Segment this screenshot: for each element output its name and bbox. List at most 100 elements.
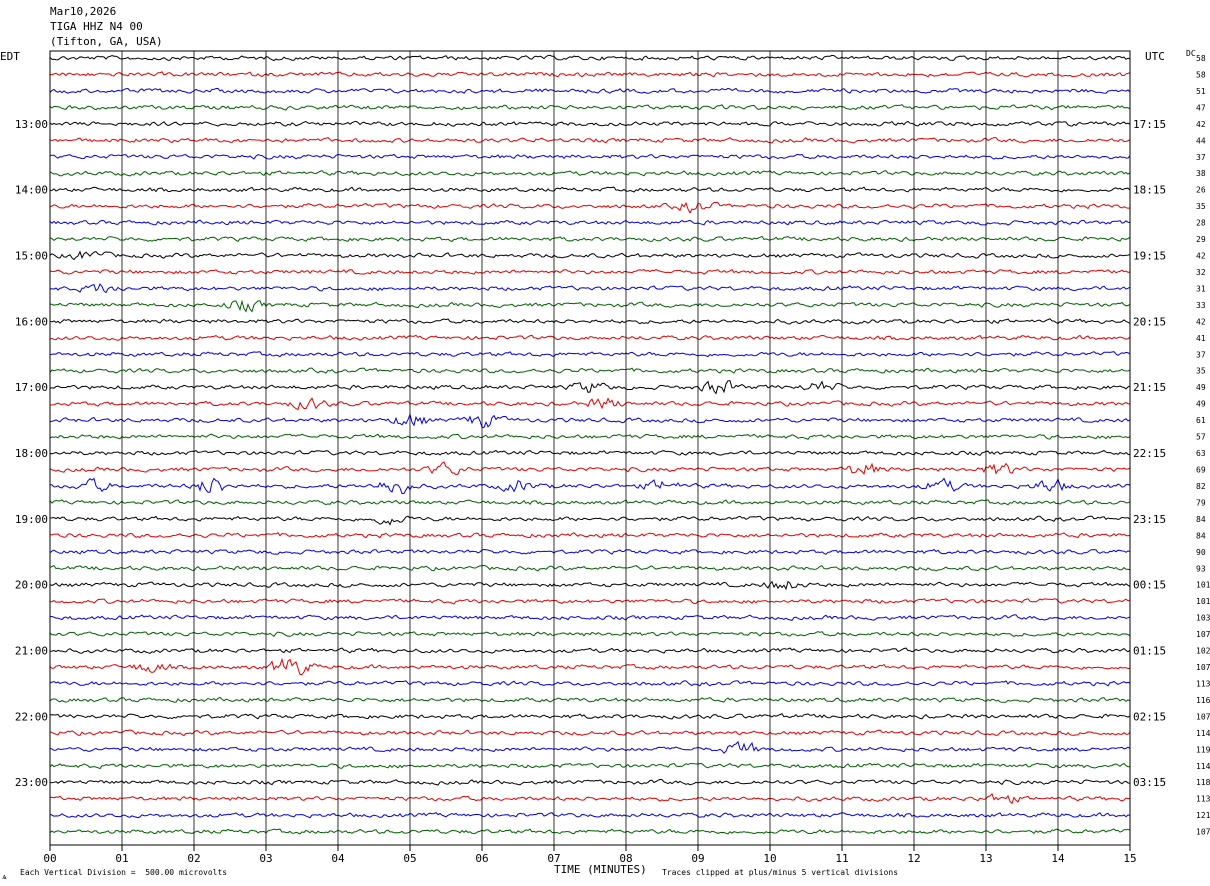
scale-note: Each Vertical Division = 500.00 microvol… xyxy=(20,868,228,877)
minute-tick-label: 14 xyxy=(1051,852,1065,865)
minute-tick-label: 08 xyxy=(619,852,632,865)
trace-line xyxy=(49,580,1131,591)
trace-line xyxy=(49,433,1131,441)
trace-line xyxy=(49,351,1131,358)
minute-tick-label: 05 xyxy=(403,852,416,865)
trace-line xyxy=(49,477,1131,494)
right-timezone-label: UTC xyxy=(1145,50,1165,63)
dc-offset-value: 102 xyxy=(1196,647,1210,656)
utc-hour-label: 21:15 xyxy=(1133,381,1166,394)
plot-date: Mar10,2026 xyxy=(50,5,117,18)
dc-offset-value: 57 xyxy=(1196,433,1206,442)
dc-offset-value: 37 xyxy=(1196,350,1206,359)
dc-offset-value: 113 xyxy=(1196,679,1210,688)
dc-offset-value: 32 xyxy=(1196,268,1206,277)
trace-line xyxy=(49,614,1131,621)
minute-tick-label: 10 xyxy=(763,852,776,865)
minute-tick-label: 04 xyxy=(331,852,345,865)
utc-hour-label: 20:15 xyxy=(1133,315,1166,328)
trace-line xyxy=(49,762,1131,770)
dc-offset-value: 107 xyxy=(1196,828,1210,837)
trace-line xyxy=(49,680,1131,687)
local-hour-label: 13:00 xyxy=(15,118,48,131)
dc-offset-value: 35 xyxy=(1196,202,1206,211)
utc-hour-label: 00:15 xyxy=(1133,579,1166,592)
utc-hour-label: 01:15 xyxy=(1133,645,1166,658)
trace-line xyxy=(49,283,1131,294)
trace-line xyxy=(49,104,1131,111)
trace-line xyxy=(49,532,1131,539)
dc-offset-value: 28 xyxy=(1196,219,1206,228)
trace-line xyxy=(49,449,1131,457)
dc-offset-value: 114 xyxy=(1196,762,1210,771)
dc-offset-value: 84 xyxy=(1196,531,1206,540)
trace-line xyxy=(49,186,1131,193)
dc-offset-value: 61 xyxy=(1196,416,1206,425)
trace-line xyxy=(49,54,1131,62)
station-location: (Tifton, GA, USA) xyxy=(50,35,163,48)
trace-line xyxy=(49,269,1131,275)
local-hour-label: 17:00 xyxy=(15,381,48,394)
minute-tick-label: 12 xyxy=(907,852,920,865)
trace-line xyxy=(49,657,1131,675)
dc-offset-value: 90 xyxy=(1196,548,1206,557)
minute-tick-label: 13 xyxy=(979,852,992,865)
minute-tick-label: 00 xyxy=(43,852,56,865)
utc-hour-label: 22:15 xyxy=(1133,447,1166,460)
trace-line xyxy=(49,87,1131,94)
dc-offset-value: 31 xyxy=(1196,284,1206,293)
dc-offset-value: 118 xyxy=(1196,778,1210,787)
trace-line xyxy=(49,318,1131,325)
trace-line xyxy=(49,548,1131,555)
dc-offset-value: 101 xyxy=(1196,581,1210,590)
dc-offset-value: 42 xyxy=(1196,252,1206,261)
dc-offset-value: 58 xyxy=(1196,70,1206,79)
trace-line xyxy=(49,120,1131,127)
utc-hour-label: 18:15 xyxy=(1133,184,1166,197)
dc-offset-value: 49 xyxy=(1196,383,1206,392)
trace-line xyxy=(49,713,1131,720)
dc-offset-value: 69 xyxy=(1196,466,1206,475)
dc-offset-value: 37 xyxy=(1196,153,1206,162)
dc-offset-value: 41 xyxy=(1196,334,1206,343)
trace-line xyxy=(49,779,1131,786)
trace-line xyxy=(49,367,1131,374)
trace-line xyxy=(49,499,1131,506)
minute-tick-label: 11 xyxy=(835,852,848,865)
dc-offset-value: 119 xyxy=(1196,745,1210,754)
trace-line xyxy=(49,380,1131,395)
trace-line xyxy=(50,71,1131,78)
trace-line xyxy=(50,299,1131,313)
dc-offset-value: 63 xyxy=(1196,449,1206,458)
local-hour-label: 21:00 xyxy=(15,645,48,658)
utc-hour-label: 17:15 xyxy=(1133,118,1166,131)
utc-hour-label: 19:15 xyxy=(1133,250,1166,263)
minute-tick-label: 01 xyxy=(115,852,128,865)
station-code: TIGA HHZ N4 00 xyxy=(50,20,143,33)
trace-line xyxy=(49,828,1131,835)
clip-note: Traces clipped at plus/minus 5 vertical … xyxy=(662,868,899,877)
dc-offset-value: 103 xyxy=(1196,614,1210,623)
dc-offset-value: 58 xyxy=(1196,54,1206,63)
dc-offset-value: 35 xyxy=(1196,367,1206,376)
dc-offset-value: 44 xyxy=(1196,136,1206,145)
trace-line xyxy=(49,153,1131,160)
trace-line xyxy=(49,169,1131,177)
minute-tick-label: 02 xyxy=(187,852,200,865)
dc-offset-value: 38 xyxy=(1196,169,1206,178)
trace-line xyxy=(49,515,1131,526)
dc-offset-value: 107 xyxy=(1196,712,1210,721)
trace-line xyxy=(49,564,1131,572)
utc-hour-label: 03:15 xyxy=(1133,776,1166,789)
dc-offset-header: DC xyxy=(1186,49,1196,58)
dc-offset-value: 42 xyxy=(1196,317,1206,326)
local-hour-label: 20:00 xyxy=(15,579,48,592)
local-hour-label: 16:00 xyxy=(15,315,48,328)
minute-tick-label: 09 xyxy=(691,852,704,865)
trace-line xyxy=(49,250,1131,261)
dc-offset-value: 116 xyxy=(1196,696,1210,705)
trace-line xyxy=(49,631,1131,638)
local-hour-label: 23:00 xyxy=(15,776,48,789)
plot-frame xyxy=(49,50,1131,846)
dc-offset-value: 107 xyxy=(1196,663,1210,672)
